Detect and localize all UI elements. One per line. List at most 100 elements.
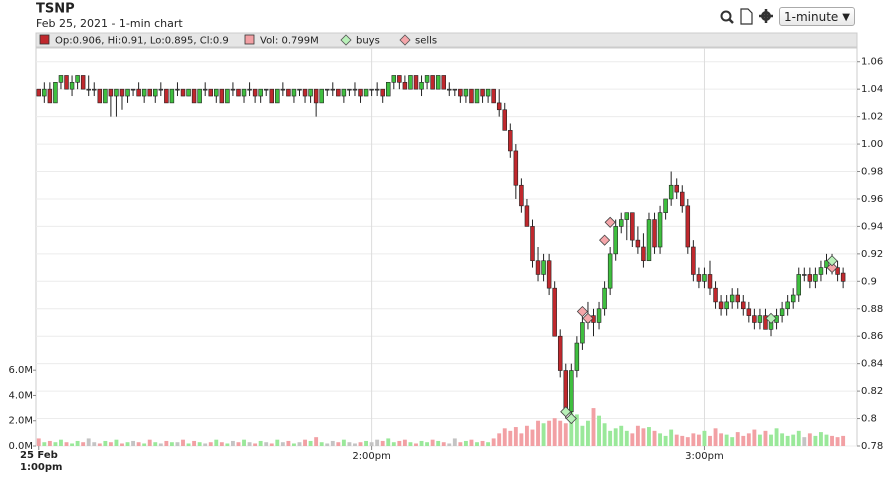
volume-bar xyxy=(652,430,657,446)
volume-bar xyxy=(314,437,319,446)
y2-tick-label: 0.0M xyxy=(8,441,33,452)
candle-body xyxy=(263,88,269,91)
candle-body xyxy=(502,109,507,131)
volume-bar xyxy=(114,439,119,446)
legend-bar xyxy=(35,32,858,48)
volume-bar xyxy=(763,430,768,446)
candle-body xyxy=(214,88,219,97)
candle-body xyxy=(42,88,47,97)
volume-bar xyxy=(192,440,197,446)
candle-body xyxy=(324,88,330,91)
volume-bar xyxy=(641,428,646,446)
zoom-icon[interactable] xyxy=(720,10,734,24)
sell-marker xyxy=(582,312,594,324)
y-tick-label: 0.94 xyxy=(861,221,883,232)
volume-bar xyxy=(552,418,557,446)
buy-marker xyxy=(826,255,838,267)
candle-body xyxy=(230,88,236,91)
legend-label: buys xyxy=(356,36,380,47)
volume-bar xyxy=(147,439,152,446)
volume-bar xyxy=(219,442,224,446)
legend-label: Op:0.906, Hi:0.91, Lo:0.895, Cl:0.9 xyxy=(55,36,229,47)
dropdown-arrow: ▼ xyxy=(842,12,850,23)
volume-bar xyxy=(780,433,785,446)
candle-body xyxy=(541,260,546,275)
volume-bar xyxy=(602,423,607,446)
candle-body xyxy=(485,88,491,97)
candle-body xyxy=(840,272,846,282)
candle-body xyxy=(735,294,740,303)
volume-bar xyxy=(203,443,208,446)
volume-bar xyxy=(347,442,352,446)
volume-bar xyxy=(513,427,518,446)
candle-body xyxy=(219,88,225,104)
candle-body xyxy=(818,267,824,275)
interval-select[interactable]: 1-minute ▼ xyxy=(779,7,855,26)
volume-bar xyxy=(120,443,124,446)
legend-label: Vol: 0.799M xyxy=(260,36,319,47)
candle-body xyxy=(147,88,152,97)
candle-body xyxy=(136,88,141,97)
candle-body xyxy=(75,75,80,83)
candle-body xyxy=(430,75,435,90)
volume-bar xyxy=(441,442,446,446)
legend-swatch xyxy=(340,34,352,46)
candle-body xyxy=(258,88,263,97)
sell-marker xyxy=(826,262,838,274)
volume-bar xyxy=(380,440,385,446)
volume-bar xyxy=(319,442,324,446)
candle-body xyxy=(741,301,746,310)
volume-bar xyxy=(735,432,740,446)
candle-body xyxy=(358,88,363,97)
volume-bar xyxy=(181,439,185,446)
y-tick-label: 0.92 xyxy=(861,249,883,260)
candle-body xyxy=(696,274,702,282)
plot-frame xyxy=(35,47,858,447)
settings-icon[interactable] xyxy=(759,9,773,23)
chart-title: TSNP xyxy=(36,2,75,17)
volume-bar xyxy=(691,433,696,446)
candle-body xyxy=(347,88,352,91)
volume-bar xyxy=(536,420,540,446)
volume-bar xyxy=(275,439,280,446)
volume-bar xyxy=(835,437,840,446)
interval-text: 1-minute xyxy=(784,10,839,24)
candle-body xyxy=(241,88,247,97)
volume-bar xyxy=(280,442,285,446)
candle-body xyxy=(108,88,114,97)
volume-bar xyxy=(419,440,424,446)
candle-body xyxy=(646,219,652,262)
candle-body xyxy=(746,308,752,316)
candle-body xyxy=(496,102,502,111)
candle-body xyxy=(685,205,691,248)
candle-body xyxy=(441,75,446,90)
volume-bar xyxy=(530,429,535,446)
volume-bar xyxy=(452,438,457,446)
candle-body xyxy=(341,88,347,97)
candle-body xyxy=(369,88,374,91)
volume-bar xyxy=(680,435,685,446)
y-tick-label: 0.88 xyxy=(861,304,883,315)
candle-body xyxy=(752,315,757,323)
volume-bar xyxy=(713,428,718,446)
candle-body xyxy=(269,88,275,104)
buy-marker xyxy=(765,312,777,324)
candle-body xyxy=(707,274,713,289)
volume-bar xyxy=(724,434,729,446)
volume-bar xyxy=(658,433,663,446)
volume-bar xyxy=(81,442,86,446)
volume-bar xyxy=(591,408,596,446)
volume-bar xyxy=(336,442,341,446)
x-tick-label: 1:00pm xyxy=(20,462,62,473)
volume-bar xyxy=(613,428,618,446)
candle-body xyxy=(702,274,707,282)
candle-body xyxy=(308,88,313,97)
volume-bar xyxy=(685,437,690,446)
volume-bar xyxy=(752,429,757,446)
candle-body xyxy=(469,88,474,104)
export-icon[interactable] xyxy=(740,8,753,25)
volume-bar xyxy=(719,433,724,446)
legend-swatch xyxy=(244,34,255,45)
candle-body xyxy=(352,88,358,91)
sell-marker xyxy=(604,216,616,228)
